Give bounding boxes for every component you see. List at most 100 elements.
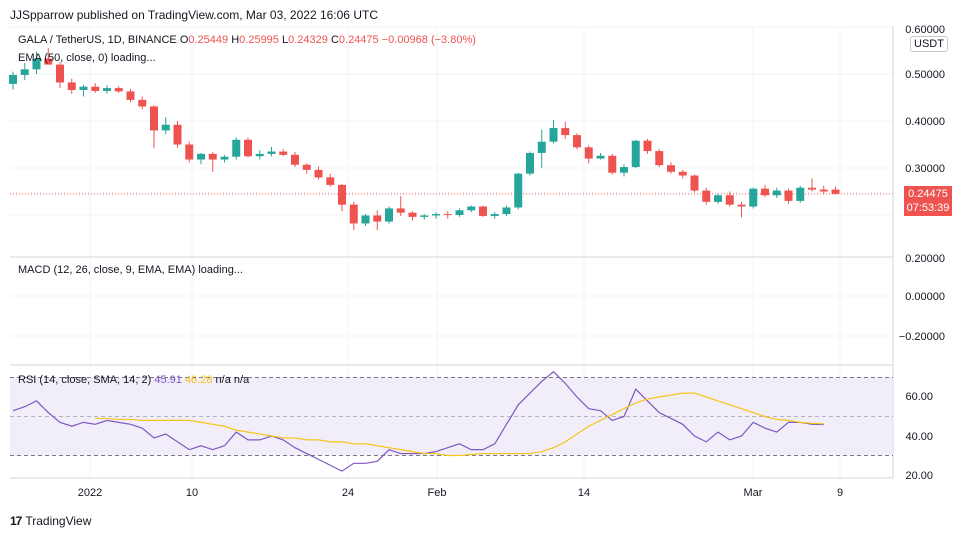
candle-body [197, 153, 205, 160]
macd-tick-label: 0.00000 [905, 291, 945, 303]
candle-body [831, 189, 840, 194]
candle-body [291, 154, 299, 165]
candle-body [9, 74, 17, 84]
price-legend: GALA / TetherUS, 1D, BINANCE O0.25449 H0… [18, 34, 476, 46]
x-tick-label: 10 [186, 487, 198, 499]
candle-body [161, 124, 170, 131]
candle-body [67, 82, 76, 90]
rsi-legend[interactable]: RSI (14, close, SMA, 14, 2) 45.91 46.28 … [18, 374, 249, 386]
candle-body [138, 99, 147, 107]
candle-body [749, 188, 758, 207]
x-tick-label: 24 [342, 487, 354, 499]
candle-body [91, 86, 100, 91]
candle-body [420, 215, 429, 217]
candle-body [385, 208, 393, 222]
candle-body [537, 141, 546, 153]
candle-body [79, 86, 88, 90]
candle-body [490, 214, 499, 216]
symbol-label[interactable]: GALA / TetherUS, 1D, BINANCE [18, 34, 177, 46]
candle-body [326, 177, 335, 185]
candle-body [208, 153, 217, 160]
currency-button[interactable]: USDT [910, 36, 948, 52]
ema-legend[interactable]: EMA (50, close, 0) loading... [18, 52, 156, 64]
candle-body [784, 190, 793, 201]
rsi-tick-label: 40.00 [905, 431, 933, 443]
candle-body [185, 144, 194, 160]
axis-labels: 2022 10 24 Feb 14 Mar 9 0.60000 0.50000 0.40000 0.… [78, 24, 945, 499]
candle-body [761, 188, 769, 196]
rsi-na-2: n/a [233, 374, 250, 386]
rsi-tick-label: 20.00 [905, 470, 933, 482]
rsi-tick-label: 60.00 [905, 391, 933, 403]
price-tick-label: 0.40000 [905, 116, 945, 128]
rsi-sma-value: 46.28 [184, 374, 213, 386]
candle-body [150, 106, 158, 131]
price-tick-label: 0.50000 [905, 69, 945, 81]
candle-body [631, 140, 640, 168]
candle-body [467, 206, 476, 211]
candle-body [678, 171, 687, 176]
candle-body [772, 190, 781, 196]
last-price: 0.24475 [908, 188, 948, 200]
price-tick-label: 0.30000 [905, 163, 945, 175]
x-tick-label: 9 [837, 487, 843, 499]
tradingview-logo-icon: 17 [10, 514, 22, 528]
candle-body [514, 173, 523, 208]
candle-body [408, 212, 417, 217]
change-value: −0.00968 (−3.80%) [381, 34, 476, 46]
candle-body [103, 88, 111, 91]
candle-body [432, 214, 440, 216]
candle-body [549, 128, 558, 142]
rsi-label: RSI (14, close, SMA, 14, 2) [18, 374, 152, 386]
rsi-band [10, 377, 893, 456]
candle-body [396, 208, 405, 213]
candle-body [725, 195, 734, 205]
candle-body [561, 128, 570, 136]
candle-body [32, 58, 41, 70]
grid-lines [10, 26, 893, 478]
candle-body [443, 214, 452, 216]
x-tick-label: 2022 [78, 487, 102, 499]
candles-group [9, 48, 840, 231]
candle-body [608, 155, 617, 173]
footer-brand: TradingView [25, 514, 92, 528]
footer[interactable]: 17 TradingView [10, 514, 91, 528]
candle-body [819, 189, 828, 192]
candle-body [596, 155, 605, 159]
open-value: 0.25449 [188, 34, 229, 46]
macd-tick-label: −0.20000 [899, 331, 945, 343]
low-value: 0.24329 [288, 34, 328, 46]
bar-countdown: 07:53:39 [906, 202, 950, 214]
candle-body [255, 153, 264, 157]
price-tick-label: 0.60000 [905, 24, 945, 36]
candle-body [232, 139, 241, 157]
candle-body [349, 204, 358, 224]
last-price-tag: 0.24475 07:53:39 [904, 186, 952, 216]
candle-body [455, 210, 464, 215]
candle-body [373, 215, 382, 222]
high-value: 0.25995 [239, 34, 279, 46]
candle-body [338, 184, 346, 205]
close-value: 0.24475 [338, 34, 379, 46]
rsi-value: 45.91 [154, 374, 182, 386]
candle-body [573, 135, 581, 148]
candle-body [502, 207, 511, 215]
x-tick-label: Mar [744, 487, 763, 499]
candle-body [655, 151, 664, 166]
candle-body [267, 151, 276, 154]
rsi-lines [12, 370, 824, 472]
low-label: L [281, 34, 289, 46]
candle-body [220, 156, 229, 160]
publish-header: JJSpparrow published on TradingView.com,… [10, 8, 378, 22]
candle-body [279, 151, 288, 155]
candle-body [361, 215, 370, 224]
macd-legend[interactable]: MACD (12, 26, close, 9, EMA, EMA) loadin… [18, 264, 243, 276]
candle-body [302, 164, 311, 170]
x-tick-label: 14 [578, 487, 590, 499]
rsi-na-1: n/a [215, 374, 231, 386]
candle-body [479, 206, 487, 216]
candle-body [643, 140, 652, 152]
close-label: C [330, 34, 339, 46]
candle-body [808, 187, 816, 190]
